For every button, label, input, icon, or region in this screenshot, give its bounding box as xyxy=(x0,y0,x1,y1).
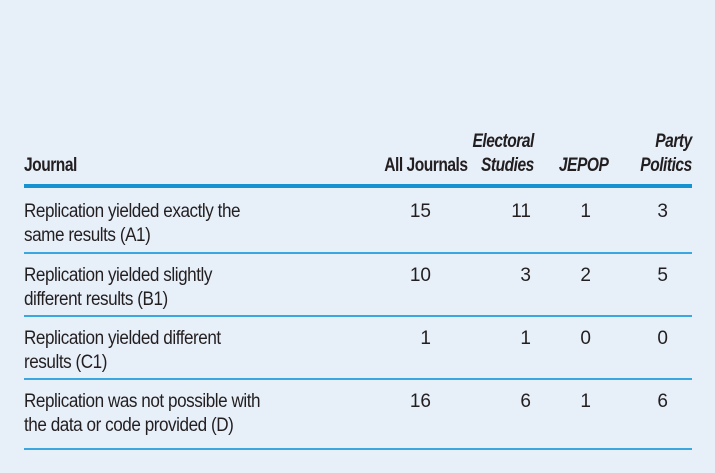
cell-all-journals: 15 xyxy=(409,201,431,222)
table-row: Replication yielded exactly the same res… xyxy=(24,188,692,254)
cell-jepop: 2 xyxy=(580,265,591,286)
row-label: Replication yielded exactly the same res… xyxy=(24,200,348,248)
cell-party-politics: 0 xyxy=(657,328,668,349)
cell-all-journals: 16 xyxy=(409,391,431,412)
row-label-line: the data or code provided (D) xyxy=(24,415,234,436)
header-electoral-studies: Electoral Studies xyxy=(472,130,535,178)
header-text: Party xyxy=(655,131,692,152)
row-rule xyxy=(24,378,692,380)
row-label-line: Replication yielded exactly the xyxy=(24,201,241,222)
header-text: Studies xyxy=(481,155,534,176)
header-text: Electoral xyxy=(472,131,535,152)
row-rule xyxy=(24,448,692,450)
cell-electoral-studies: 3 xyxy=(520,265,531,286)
header-all-journals: All Journals xyxy=(384,154,469,178)
header-text: JEPOP xyxy=(558,155,608,176)
cell-electoral-studies: 6 xyxy=(520,391,531,412)
row-label-line: Replication yielded slightly xyxy=(24,265,212,286)
cell-all-journals: 1 xyxy=(420,328,431,349)
header-text: Journal xyxy=(24,155,77,176)
row-rule xyxy=(24,315,692,317)
row-label: Replication was not possible with the da… xyxy=(24,390,348,438)
header-jepop: JEPOP xyxy=(558,154,608,178)
table-row: Replication yielded different results (C… xyxy=(24,315,692,380)
row-label-line: Replication was not possible with xyxy=(24,391,261,412)
cell-electoral-studies: 1 xyxy=(520,328,531,349)
row-rule xyxy=(24,252,692,254)
cell-party-politics: 6 xyxy=(657,391,668,412)
cell-jepop: 1 xyxy=(580,391,591,412)
row-label-line: same results (A1) xyxy=(24,225,151,246)
header-party-politics: Party Politics xyxy=(640,130,693,178)
table-header: Journal All Journals Electoral Studies J… xyxy=(24,124,692,184)
row-label-line: different results (B1) xyxy=(24,289,168,310)
header-text: Politics xyxy=(640,155,693,176)
cell-party-politics: 3 xyxy=(657,201,668,222)
row-label: Replication yielded different results (C… xyxy=(24,327,348,375)
cell-jepop: 1 xyxy=(580,201,591,222)
row-label: Replication yielded slightly different r… xyxy=(24,264,348,312)
table-row: Replication was not possible with the da… xyxy=(24,378,692,450)
header-text: All Journals xyxy=(384,155,469,176)
header-rule xyxy=(24,184,692,188)
cell-electoral-studies: 11 xyxy=(511,201,531,222)
row-label-line: results (C1) xyxy=(24,352,107,373)
table-row: Replication yielded slightly different r… xyxy=(24,252,692,317)
cell-jepop: 0 xyxy=(580,328,591,349)
row-label-line: Replication yielded different xyxy=(24,328,221,349)
cell-all-journals: 10 xyxy=(409,265,431,286)
header-journal: Journal xyxy=(24,154,77,178)
cell-party-politics: 5 xyxy=(657,265,668,286)
